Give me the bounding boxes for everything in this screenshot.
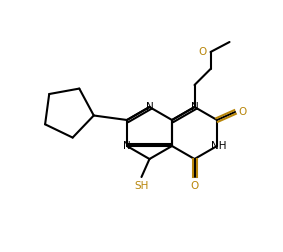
Text: N: N (146, 102, 153, 112)
Text: SH: SH (134, 181, 149, 191)
Text: O: O (198, 47, 207, 57)
Text: O: O (190, 181, 199, 191)
Text: NH: NH (211, 141, 227, 151)
Text: N: N (191, 102, 198, 112)
Text: O: O (238, 107, 246, 117)
Text: N: N (123, 141, 131, 151)
